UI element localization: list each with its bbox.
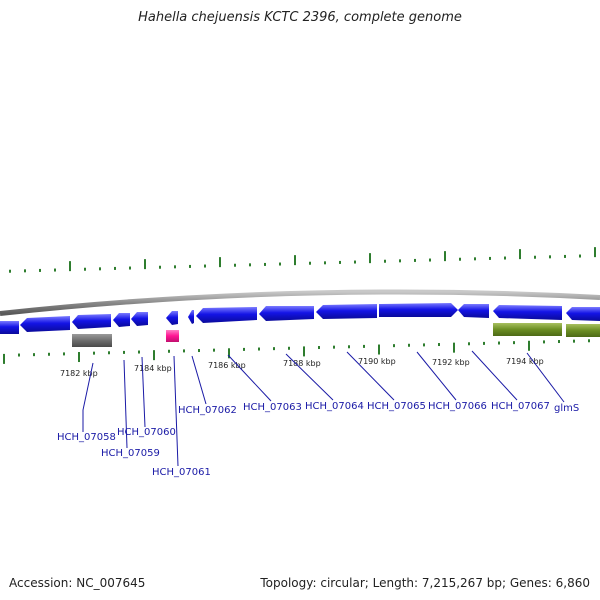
scale-label: 7184 kbp	[134, 364, 172, 373]
cds-track	[0, 303, 600, 334]
gene-feature[interactable]	[566, 324, 600, 337]
cds-feature[interactable]	[316, 304, 377, 319]
gene-labels: HCH_07058 HCH_07059 HCH_07060 HCH_07061 HCH_…	[57, 401, 579, 478]
leader-line	[526, 352, 565, 403]
leader-line	[141, 356, 146, 428]
gene-label[interactable]: HCH_07058	[57, 432, 116, 443]
gene-label[interactable]: HCH_07063	[243, 402, 302, 413]
leader-line	[82, 362, 94, 432]
cds-feature[interactable]	[259, 306, 314, 321]
gene-label[interactable]: HCH_07062	[178, 405, 237, 416]
scale-label: 7182 kbp	[60, 369, 98, 378]
scale-label: 7194 kbp	[506, 357, 544, 366]
genome-title: Hahella chejuensis KCTC 2396, complete g…	[138, 10, 462, 25]
cds-feature[interactable]	[196, 307, 257, 323]
outer-tick-row	[9, 247, 596, 273]
gene-label[interactable]: HCH_07067	[491, 401, 550, 412]
topology-text: Topology: circular; Length: 7,215,267 bp…	[260, 576, 590, 590]
cds-feature[interactable]	[20, 316, 70, 332]
leader-line	[285, 353, 334, 401]
accession-text: Accession: NC_007645	[9, 576, 146, 590]
gene-label[interactable]: HCH_07059	[101, 448, 160, 459]
gene-label[interactable]: glmS	[554, 403, 579, 414]
cds-feature[interactable]	[113, 313, 130, 327]
scale-label: 7188 kbp	[283, 359, 321, 368]
leader-line	[227, 354, 272, 402]
inner-tick-row	[3, 339, 590, 364]
leader-line	[416, 351, 457, 401]
leader-line	[191, 355, 207, 405]
gene-label[interactable]: HCH_07066	[428, 401, 487, 412]
rna-feature[interactable]	[72, 334, 112, 347]
cds-feature[interactable]	[493, 305, 562, 320]
genome-backbone	[0, 289, 600, 316]
leader-line	[471, 350, 518, 401]
cds-feature[interactable]	[72, 314, 111, 329]
leader-line	[123, 359, 128, 449]
scale-label: 7192 kbp	[432, 358, 470, 367]
cds-feature[interactable]	[0, 321, 19, 334]
scale-labels: 7182 kbp 7184 kbp 7186 kbp 7188 kbp 7190 kbp…	[60, 357, 544, 378]
label-leaders	[82, 350, 565, 467]
misc-feature[interactable]	[166, 330, 179, 342]
scale-label: 7190 kbp	[358, 357, 396, 366]
gene-feature[interactable]	[493, 323, 562, 336]
gene-label[interactable]: HCH_07065	[367, 401, 426, 412]
leader-line	[346, 351, 395, 401]
cds-feature[interactable]	[566, 307, 600, 321]
cds-feature[interactable]	[458, 304, 489, 318]
leader-line	[173, 355, 179, 467]
gene-label[interactable]: HCH_07060	[117, 427, 176, 438]
scale-label: 7186 kbp	[208, 361, 246, 370]
cds-feature[interactable]	[188, 310, 194, 324]
cds-feature[interactable]	[379, 303, 458, 317]
gene-label[interactable]: HCH_07064	[305, 401, 364, 412]
cds-feature[interactable]	[131, 312, 148, 326]
gene-label[interactable]: HCH_07061	[152, 467, 211, 478]
cds-feature[interactable]	[166, 311, 178, 325]
